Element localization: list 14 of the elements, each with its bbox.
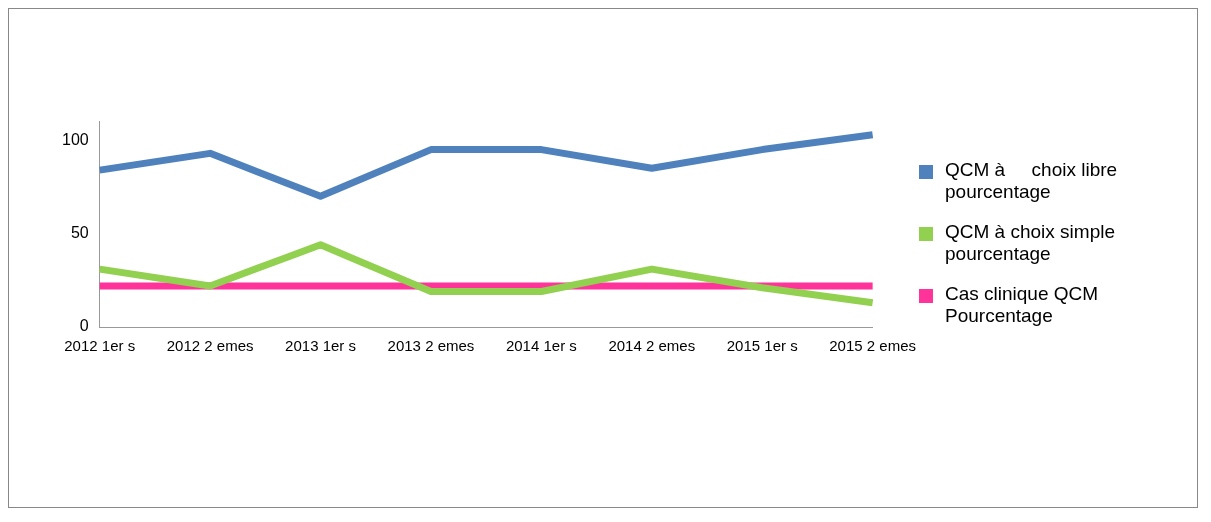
- legend-label: QCM à choix libre pourcentage: [945, 159, 1119, 203]
- legend-label: QCM à choix simple pourcentage: [945, 221, 1116, 265]
- y-tick-label: 50: [70, 224, 89, 242]
- x-tick-label: 2013 2 emes: [387, 337, 475, 355]
- x-tick-label: 2012 1er s: [64, 337, 136, 355]
- x-tick-label: 2015 2 emes: [829, 337, 916, 355]
- x-tick-label: 2012 2 emes: [166, 337, 254, 355]
- x-tick-label: 2013 1er s: [285, 337, 356, 355]
- y-tick-label: 0: [79, 317, 89, 335]
- y-tick-label: 100: [61, 130, 89, 148]
- x-tick-label: 2014 2 emes: [608, 337, 696, 355]
- legend-label: Cas clinique QCM Pourcentage: [945, 283, 1100, 327]
- x-tick-label: 2014 1er s: [505, 337, 577, 355]
- x-tick-label: 2015 1er s: [726, 337, 798, 355]
